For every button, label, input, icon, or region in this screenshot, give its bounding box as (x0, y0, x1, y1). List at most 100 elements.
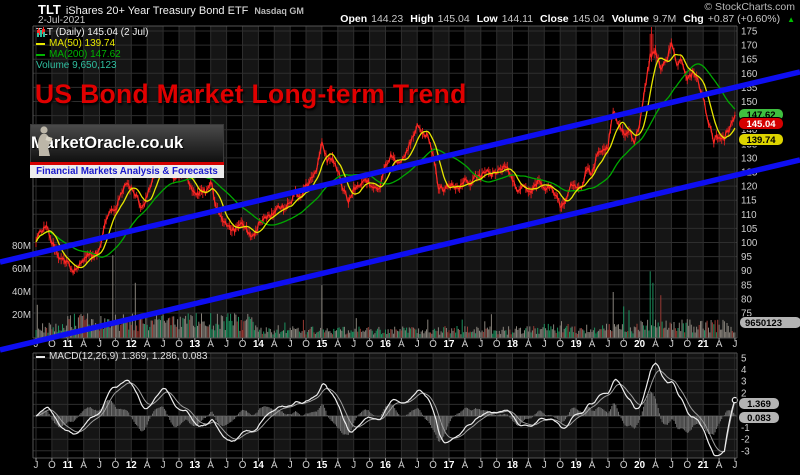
volume-tick-label: 20M (12, 310, 31, 321)
x-tick-label: 18 (507, 460, 518, 471)
price-tick-label: 80 (741, 294, 752, 305)
x-tick-label: 17 (444, 339, 455, 350)
x-tick-label: J (34, 460, 39, 471)
macd-line (35, 362, 736, 457)
x-tick-label: O (302, 339, 310, 350)
x-tick-label: O (683, 339, 691, 350)
x-tick-label: A (271, 339, 278, 350)
x-tick-label: 13 (189, 339, 200, 350)
macd-signal-line (35, 369, 736, 453)
x-tick-label: J (542, 460, 547, 471)
macd-tick-label: -1 (741, 423, 750, 434)
low-label: Low (476, 13, 498, 25)
volume-tick-label: 40M (12, 287, 31, 298)
close-price-label: 145.04 (738, 117, 784, 130)
x-tick-label: A (144, 339, 151, 350)
x-tick-label: J (161, 339, 166, 350)
x-tick-label: J (288, 460, 293, 471)
x-tick-label: O (556, 460, 564, 471)
price-tick-label: 150 (741, 97, 758, 108)
legend-volume: Volume 9,650,123 (36, 60, 117, 71)
price-tick-label: 165 (741, 55, 758, 66)
open-value: 144.23 (371, 13, 404, 25)
ma200-line (35, 63, 736, 258)
price-tick-label: 120 (741, 182, 758, 193)
x-tick-label: O (620, 460, 628, 471)
macd-tick-label: -2 (741, 435, 750, 446)
x-tick-label: O (366, 339, 374, 350)
x-tick-label: J (415, 339, 420, 350)
x-tick-label: A (398, 339, 405, 350)
price-tick-label: 105 (741, 224, 758, 235)
x-tick-label: J (542, 339, 547, 350)
x-tick-label: 14 (253, 460, 264, 471)
x-tick-label: J (351, 460, 356, 471)
x-tick-label: A (589, 339, 596, 350)
x-tick-label: O (366, 460, 374, 471)
x-tick-label: A (207, 460, 214, 471)
chart-legend: TLT (Daily) 145.04 (2 Jul) MA(50) 139.74… (36, 27, 148, 71)
x-tick-label: A (525, 460, 532, 471)
x-tick-label: J (97, 339, 102, 350)
x-tick-label: O (112, 339, 120, 350)
legend-ma50: MA(50) 139.74 (49, 38, 116, 49)
price-tick-label: 160 (741, 69, 758, 80)
open-label: Open (340, 13, 368, 25)
x-tick-label: J (34, 339, 39, 350)
x-tick-label: A (335, 339, 342, 350)
ma200-line-icon (36, 53, 45, 56)
x-tick-label: A (207, 339, 214, 350)
ma50-line (35, 53, 736, 269)
x-tick-label: O (175, 460, 183, 471)
stockcharts-copyright-link[interactable]: © StockCharts.com (704, 1, 795, 13)
macd-value-label: 1.369 (738, 397, 780, 410)
x-tick-label: 13 (189, 460, 200, 471)
exchange-name: Nasdaq GM (254, 6, 304, 16)
x-tick-label: 19 (571, 460, 582, 471)
macd-legend: MACD(12,26,9) 1.369, 1.286, 0.083 (36, 351, 207, 362)
x-tick-label: 20 (634, 339, 645, 350)
x-tick-label: O (683, 460, 691, 471)
x-tick-label: A (652, 460, 659, 471)
ma50-price-label: 139.74 (738, 133, 784, 146)
marketoracle-logo[interactable]: MarketOracle.co.uk Financial Markets Ana… (30, 124, 224, 178)
oracle-statue-icon (38, 126, 53, 156)
price-tick-label: 110 (741, 210, 757, 221)
chg-value: +0.87 (+0.60%) (707, 13, 781, 25)
price-tick-label: 75 (741, 309, 752, 320)
x-tick-label: A (80, 460, 87, 471)
volume-label: Volume (611, 13, 649, 25)
x-tick-label: 20 (634, 460, 645, 471)
x-tick-label: J (669, 339, 674, 350)
x-tick-label: J (605, 460, 610, 471)
x-tick-label: A (271, 460, 278, 471)
x-tick-label: 16 (380, 460, 391, 471)
price-tick-label: 175 (741, 27, 758, 38)
x-tick-label: A (335, 460, 342, 471)
x-tick-label: O (429, 339, 437, 350)
x-tick-label: 14 (253, 339, 264, 350)
x-tick-label: A (398, 460, 405, 471)
price-tick-label: 115 (741, 196, 757, 207)
high-label: High (410, 13, 434, 25)
x-tick-label: 11 (63, 460, 74, 471)
x-tick-label: 11 (63, 339, 74, 350)
macd-line-icon (36, 355, 45, 358)
logo-title: MarketOracle.co.uk (31, 134, 184, 152)
x-tick-label: O (556, 339, 564, 350)
chart-header: TLT iShares 20+ Year Treasury Bond ETF Nas… (38, 2, 304, 17)
x-tick-label: J (605, 339, 610, 350)
chg-label: Chg (683, 13, 704, 25)
x-tick-label: 21 (698, 460, 709, 471)
high-value: 145.04 (437, 13, 470, 25)
price-tick-label: 90 (741, 266, 752, 277)
macd-tick-label: -3 (741, 446, 750, 457)
x-tick-label: O (239, 339, 247, 350)
x-tick-label: 17 (444, 460, 455, 471)
macd-histogram (36, 391, 736, 442)
x-tick-label: O (493, 460, 501, 471)
macd-tick-label: 4 (741, 365, 747, 376)
x-tick-label: O (239, 460, 247, 471)
legend-price: TLT (Daily) 145.04 (2 Jul) (36, 27, 149, 38)
x-tick-label: A (80, 339, 87, 350)
